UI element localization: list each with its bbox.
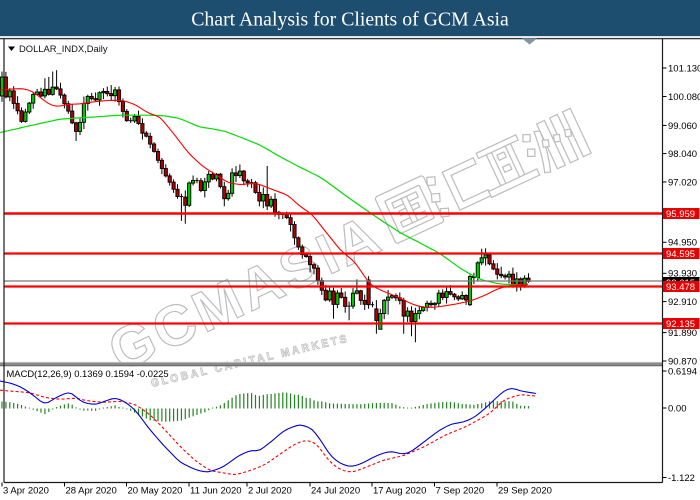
svg-text:17 Aug 2020: 17 Aug 2020 [373, 486, 426, 497]
svg-text:94.595: 94.595 [666, 249, 695, 260]
svg-text:24 Jul 2020: 24 Jul 2020 [311, 486, 360, 497]
svg-text:28 Apr 2020: 28 Apr 2020 [66, 486, 117, 497]
svg-text:99.060: 99.060 [668, 121, 697, 132]
svg-text:101.130: 101.130 [668, 63, 700, 74]
svg-text:-1.122: -1.122 [668, 473, 695, 484]
svg-text:90.870: 90.870 [668, 356, 697, 367]
svg-text:93.930: 93.930 [668, 269, 697, 280]
svg-text:92.135: 92.135 [666, 319, 695, 330]
svg-text:MACD(12,26,9) 0.1369 0.1594 -0: MACD(12,26,9) 0.1369 0.1594 -0.0225 [7, 368, 169, 379]
svg-text:29 Sep 2020: 29 Sep 2020 [498, 486, 552, 497]
svg-text:3 Apr 2020: 3 Apr 2020 [3, 486, 49, 497]
svg-text:100.080: 100.080 [668, 92, 700, 103]
svg-text:11 Jun 2020: 11 Jun 2020 [190, 486, 242, 497]
svg-text:98.040: 98.040 [668, 149, 697, 160]
svg-text:DOLLAR_INDX,Daily: DOLLAR_INDX,Daily [19, 43, 108, 54]
svg-text:0.6194: 0.6194 [668, 366, 697, 377]
svg-text:91.890: 91.890 [668, 328, 697, 339]
svg-text:97.020: 97.020 [668, 177, 697, 188]
svg-text:94.950: 94.950 [668, 238, 697, 249]
svg-text:20 May 2020: 20 May 2020 [128, 486, 183, 497]
svg-text:93.478: 93.478 [666, 282, 695, 293]
svg-text:2 Jul 2020: 2 Jul 2020 [248, 486, 292, 497]
svg-text:92.910: 92.910 [668, 297, 697, 308]
svg-text:Chart Analysis for Clients of: Chart Analysis for Clients of GCM Asia [191, 9, 509, 31]
svg-text:7 Sep 2020: 7 Sep 2020 [436, 486, 485, 497]
svg-text:0.00: 0.00 [668, 403, 687, 414]
svg-text:95.959: 95.959 [666, 209, 695, 220]
